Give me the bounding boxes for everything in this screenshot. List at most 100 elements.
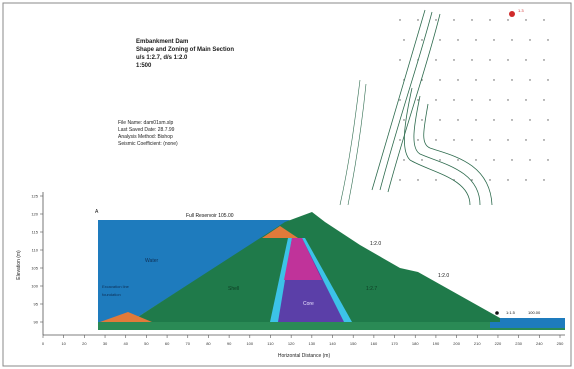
grid-dot	[403, 119, 405, 121]
title-line-4: 1:500	[136, 63, 152, 69]
full-reservoir-label: Full Reservoir 105.00	[186, 213, 234, 219]
x-tick-label: 200	[453, 341, 460, 346]
grid-dot	[421, 39, 423, 41]
point-label: A	[95, 209, 99, 215]
grid-dot	[543, 19, 545, 21]
legend-text-1: Excavation line	[102, 284, 130, 289]
contour-line-8	[347, 83, 367, 206]
grid-dot	[529, 159, 531, 161]
tailwater	[490, 318, 565, 328]
grid-dot	[547, 119, 549, 121]
info-block: File Name: dam01sm.slp Last Saved Date: …	[118, 120, 278, 148]
reservoir-water	[98, 220, 290, 322]
grid-dot	[421, 119, 423, 121]
x-tick-label: 240	[536, 341, 543, 346]
x-axis-label: Horizontal Distance (m)	[278, 353, 331, 359]
grid-dot	[399, 179, 401, 181]
y-tick-label: 115	[32, 230, 39, 235]
grid-dot	[489, 99, 491, 101]
x-tick-label: 180	[412, 341, 419, 346]
y-tick-label: 95	[34, 302, 39, 307]
grid-dot	[453, 99, 455, 101]
grid-dot	[507, 59, 509, 61]
grid-dot	[435, 179, 437, 181]
contour-line-5	[413, 95, 481, 206]
grid-dot	[525, 19, 527, 21]
x-tick-label: 100	[246, 341, 253, 346]
tailwater-label: 100.00	[528, 310, 541, 315]
title-line-1: Embankment Dam	[136, 39, 189, 45]
grid-dot	[471, 179, 473, 181]
grid-dot	[453, 59, 455, 61]
grid-dot	[529, 39, 531, 41]
grid-dot	[489, 59, 491, 61]
info-file-name: File Name: dam01sm.slp	[118, 120, 174, 126]
x-tick-label: 140	[329, 341, 336, 346]
x-tick-label: 210	[474, 341, 481, 346]
legend-text-2: foundation	[102, 292, 121, 297]
grid-dot	[399, 139, 401, 141]
contour-line-6	[423, 103, 493, 206]
grid-dot	[439, 39, 441, 41]
core-top-zone	[284, 238, 322, 280]
grid-dot	[511, 79, 513, 81]
grid-dot	[529, 79, 531, 81]
grid-dot	[525, 139, 527, 141]
grid-dot	[457, 39, 459, 41]
grid-dot	[435, 99, 437, 101]
grid-dot	[493, 159, 495, 161]
y-tick-labels: 90 95 100 105 110 115 120 125	[31, 194, 43, 325]
x-tick-label: 150	[350, 341, 357, 346]
grid-dot	[543, 59, 545, 61]
x-tick-label: 40	[123, 341, 128, 346]
grid-dot	[475, 79, 477, 81]
y-tick-label: 105	[31, 266, 38, 271]
x-tick-label: 10	[61, 341, 66, 346]
y-tick-label: 110	[32, 248, 39, 253]
x-tick-label: 130	[308, 341, 315, 346]
critical-fs-label: 1.3	[518, 8, 524, 13]
grid-dot	[489, 19, 491, 21]
shell-label: Shell	[228, 286, 239, 292]
info-seismic: Seismic Coefficient: (none)	[118, 141, 178, 147]
x-tick-label: 70	[186, 341, 191, 346]
title-line-3: u/s 1:2.7, d/s 1:2.0	[136, 55, 188, 61]
grid-dot	[417, 139, 419, 141]
critical-center-marker	[509, 11, 515, 17]
info-method: Analysis Method: Bishop	[118, 134, 173, 140]
grid-dot	[511, 159, 513, 161]
grid-dot	[471, 139, 473, 141]
contour-line-7	[339, 79, 361, 206]
slope-label-us: 1:2.7	[366, 286, 377, 292]
grid-dot	[475, 119, 477, 121]
grid-dot	[471, 99, 473, 101]
grid-dot	[399, 19, 401, 21]
grid-dot	[547, 39, 549, 41]
grid-dot	[493, 119, 495, 121]
slope-label-ds1: 1:2.0	[370, 241, 381, 247]
grid-dot	[475, 159, 477, 161]
grid-dot	[453, 139, 455, 141]
grid-dot	[507, 99, 509, 101]
grid-dot	[547, 159, 549, 161]
grid-dot	[489, 179, 491, 181]
grid-dot	[439, 159, 441, 161]
grid-dot	[507, 179, 509, 181]
y-tick-label: 125	[31, 194, 38, 199]
grid-dot	[435, 19, 437, 21]
slope-label-ds2: 1:2.0	[438, 273, 449, 279]
grid-dot	[475, 39, 477, 41]
plot-area: Full Reservoir 105.00 Water 1:2.0 1:2.0 …	[16, 192, 565, 359]
grid-dot	[493, 79, 495, 81]
x-tick-label: 110	[267, 341, 274, 346]
x-tick-label: 170	[391, 341, 398, 346]
tailwater-mark-label: 1:1.5	[506, 310, 516, 315]
title-block: Embankment Dam Shape and Zoning of Main …	[136, 38, 336, 70]
grid-dot	[525, 179, 527, 181]
grid-dot	[547, 79, 549, 81]
contour-line-2	[379, 11, 433, 191]
title-line-2: Shape and Zoning of Main Section	[136, 47, 235, 53]
grid-dot	[421, 159, 423, 161]
x-tick-label: 20	[82, 341, 87, 346]
